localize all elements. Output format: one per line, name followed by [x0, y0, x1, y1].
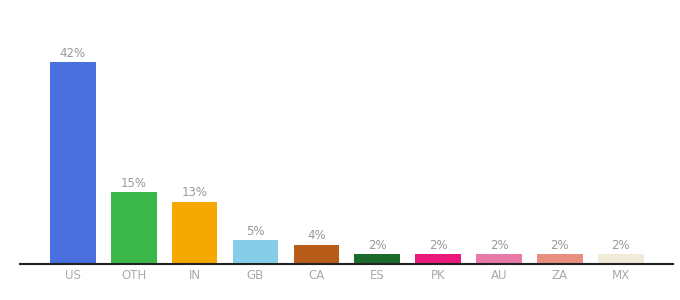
Bar: [294, 245, 339, 264]
Text: 2%: 2%: [368, 239, 386, 252]
Bar: [537, 254, 583, 264]
Bar: [233, 240, 278, 264]
Text: 2%: 2%: [429, 239, 447, 252]
Bar: [415, 254, 461, 264]
Text: 2%: 2%: [611, 239, 630, 252]
Bar: [354, 254, 400, 264]
Text: 15%: 15%: [121, 177, 147, 190]
Bar: [598, 254, 643, 264]
Bar: [476, 254, 522, 264]
Text: 2%: 2%: [551, 239, 569, 252]
Text: 42%: 42%: [60, 47, 86, 60]
Bar: [111, 192, 156, 264]
Bar: [172, 202, 218, 264]
Text: 13%: 13%: [182, 186, 207, 199]
Text: 2%: 2%: [490, 239, 508, 252]
Text: 4%: 4%: [307, 230, 326, 242]
Bar: [50, 62, 96, 264]
Text: 5%: 5%: [246, 225, 265, 238]
